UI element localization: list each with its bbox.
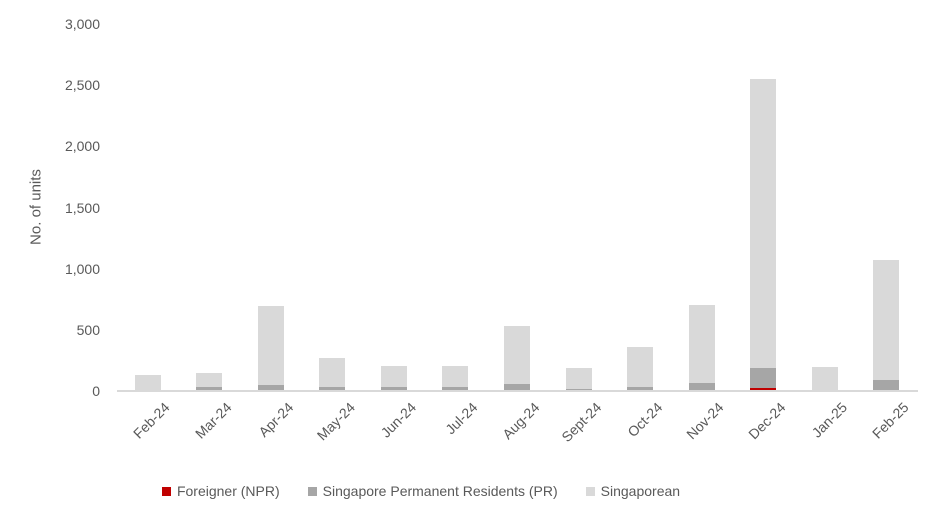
y-tick-label: 2,500	[64, 77, 100, 94]
bar-segment	[319, 357, 346, 387]
x-tick-label: Aug-24	[499, 399, 543, 443]
bar-segment	[750, 367, 777, 388]
bar-segment	[627, 387, 654, 391]
bar-segment	[257, 384, 284, 391]
legend: Foreigner (NPR) Singapore Permanent Resid…	[0, 483, 842, 499]
y-tick-label: 1,000	[64, 260, 100, 277]
bar-segment	[873, 379, 900, 391]
y-tick-label: 500	[76, 321, 100, 338]
x-tick-label: Jun-24	[377, 399, 420, 441]
x-tick-label: Jan-25	[808, 399, 851, 441]
bar-segment	[442, 365, 469, 388]
bar-segment	[688, 382, 715, 390]
bar-mar-24	[196, 373, 223, 391]
bar-segment	[257, 306, 284, 385]
bar-jun-24	[380, 365, 407, 391]
legend-label: Singapore Permanent Residents (PR)	[322, 483, 558, 499]
x-tick-label: Nov-24	[683, 399, 727, 443]
bar-segment	[442, 387, 469, 391]
bar-segment	[811, 367, 838, 390]
legend-item: Singapore Permanent Residents (PR)	[307, 483, 558, 499]
bar-segment	[319, 386, 346, 391]
x-tick-label: Feb-24	[130, 399, 174, 442]
bar-feb-25	[873, 260, 900, 391]
y-tick-label: 3,000	[64, 16, 100, 32]
bar-aug-24	[504, 325, 530, 391]
x-tick-label: Jul-24	[442, 399, 481, 438]
legend-label: Singaporean	[600, 483, 681, 499]
x-tick-label: Feb-25	[868, 399, 912, 442]
x-tick-label: Oct-24	[624, 399, 666, 441]
bar-feb-24	[134, 374, 161, 391]
bar-segment	[196, 387, 223, 391]
bar-segment	[565, 368, 592, 390]
bar-oct-24	[627, 347, 654, 391]
bar-segment	[504, 325, 530, 385]
bar-segment	[196, 373, 223, 388]
bar-dec-24	[750, 79, 777, 391]
bar-may-24	[319, 357, 346, 391]
bar-segment	[504, 384, 530, 391]
bar-sept-24	[565, 368, 592, 391]
bar-segment	[134, 374, 161, 390]
y-tick-label: 2,000	[64, 138, 100, 155]
bar-segment	[873, 260, 900, 380]
bar-segment	[627, 347, 654, 388]
x-tick-label: Mar-24	[191, 399, 235, 442]
x-tick-label: Dec-24	[745, 399, 789, 443]
x-tick-label: Sept-24	[557, 399, 604, 445]
bar-nov-24	[688, 304, 715, 391]
bar-segment	[688, 304, 715, 383]
legend-swatch-icon	[161, 486, 171, 496]
bar-segment	[750, 387, 777, 391]
x-axis-line	[117, 390, 918, 392]
bar-jul-24	[442, 365, 469, 391]
bar-segment	[380, 387, 407, 391]
bar-segment	[750, 79, 777, 368]
bar-segment	[380, 365, 407, 388]
legend-swatch-icon	[585, 486, 595, 496]
x-tick-label: Apr-24	[255, 399, 297, 441]
x-tick-label: May-24	[313, 399, 358, 444]
y-tick-label: 1,500	[64, 199, 100, 216]
legend-item: Foreigner (NPR)	[161, 483, 280, 499]
bar-apr-24	[257, 306, 284, 391]
y-tick-label: 0	[92, 383, 100, 399]
legend-label: Foreigner (NPR)	[176, 483, 280, 499]
legend-item: Singaporean	[585, 483, 681, 499]
bar-jan-25	[811, 367, 838, 391]
legend-swatch-icon	[307, 486, 317, 496]
